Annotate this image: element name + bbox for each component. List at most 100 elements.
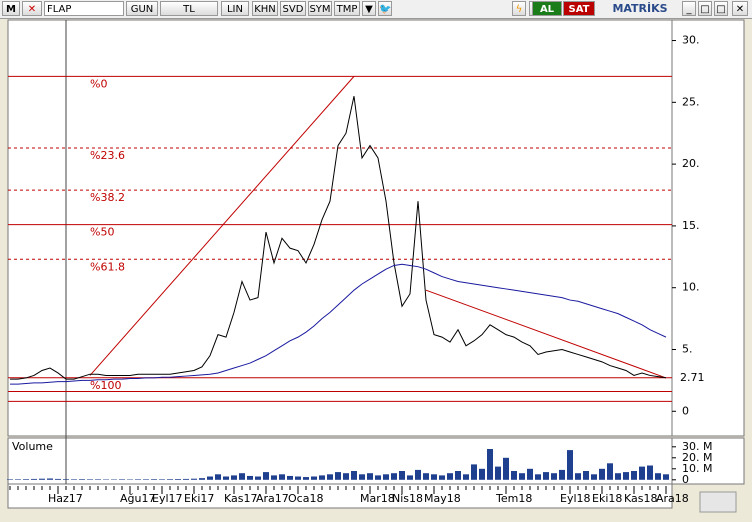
volume-bar xyxy=(311,476,317,480)
volume-bar xyxy=(15,479,21,480)
toolbar-button[interactable]: LIN xyxy=(221,1,249,16)
y-tick-label: 5. xyxy=(682,342,693,355)
volume-y-tick-label: 30. M xyxy=(682,440,712,453)
volume-bar xyxy=(351,471,357,480)
volume-bar xyxy=(615,473,621,480)
volume-bar xyxy=(599,468,605,480)
toolbar-button[interactable]: KHN xyxy=(252,1,278,16)
volume-bar xyxy=(575,473,581,480)
minimize-button[interactable]: _ xyxy=(682,1,696,16)
volume-bar xyxy=(23,479,29,480)
volume-bar xyxy=(31,478,37,480)
volume-bar xyxy=(367,473,373,480)
volume-bar xyxy=(119,479,125,480)
sell-button[interactable]: SAT xyxy=(563,1,595,16)
volume-bar xyxy=(143,479,149,480)
volume-bar xyxy=(239,473,245,480)
volume-bar xyxy=(383,474,389,480)
volume-bar xyxy=(175,479,181,480)
toolbar-button[interactable]: GUN xyxy=(126,1,158,16)
volume-bar xyxy=(247,475,253,480)
volume-bar xyxy=(463,474,469,480)
twitter-button[interactable]: 🐦 xyxy=(378,1,392,16)
volume-bar xyxy=(327,474,333,480)
fibonacci-label: %61.8 xyxy=(90,260,125,273)
volume-bar xyxy=(415,469,421,480)
volume-bar xyxy=(87,479,93,480)
volume-bar xyxy=(487,449,493,480)
volume-bar xyxy=(191,478,197,480)
price-panel xyxy=(7,19,673,437)
maximize-button[interactable]: □ xyxy=(714,1,728,16)
volume-bar xyxy=(55,478,61,480)
menu-button[interactable]: M xyxy=(2,1,20,16)
volume-bar xyxy=(423,473,429,480)
volume-bar xyxy=(399,471,405,480)
volume-bar xyxy=(39,478,45,480)
volume-bar xyxy=(375,475,381,480)
volume-bar xyxy=(447,473,453,480)
volume-bar xyxy=(527,468,533,480)
volume-bar xyxy=(167,479,173,480)
volume-bar xyxy=(631,471,637,480)
volume-bar xyxy=(63,479,69,480)
volume-bar xyxy=(151,479,157,480)
x-tick-label: Ara18 xyxy=(656,492,689,505)
volume-bar xyxy=(479,468,485,480)
x-tick-label: Eyl18 xyxy=(560,492,591,505)
x-tick-label: May18 xyxy=(424,492,461,505)
volume-bar xyxy=(567,450,573,480)
volume-bar xyxy=(263,472,269,480)
volume-bar xyxy=(503,457,509,480)
x-tick-label: Tem18 xyxy=(495,492,532,505)
volume-bar xyxy=(519,473,525,480)
volume-bar xyxy=(655,473,661,480)
volume-bar xyxy=(623,472,629,480)
volume-bar xyxy=(535,474,541,480)
price-axis-panel xyxy=(671,19,745,437)
volume-bar xyxy=(343,473,349,480)
x-tick-label: Eki18 xyxy=(592,492,622,505)
toolbar-button[interactable]: TMP xyxy=(334,1,360,16)
volume-bar xyxy=(287,475,293,480)
close-button[interactable]: ✕ xyxy=(22,1,42,16)
volume-bar xyxy=(319,475,325,480)
buy-button[interactable]: AL xyxy=(532,1,562,16)
volume-axis-panel xyxy=(671,437,745,485)
fibonacci-label: %50 xyxy=(90,226,114,239)
volume-bar xyxy=(431,474,437,480)
x-tick-label: Ara17 xyxy=(256,492,289,505)
x-tick-label: Ağu17 xyxy=(120,492,155,505)
volume-bar xyxy=(639,466,645,480)
volume-bar xyxy=(279,474,285,480)
x-tick-label: Haz17 xyxy=(48,492,83,505)
dropdown-button[interactable]: ▼ xyxy=(362,1,376,16)
close-window-button[interactable]: ✕ xyxy=(732,1,748,16)
x-tick-label: Kas17 xyxy=(224,492,258,505)
y-tick-label: 30. xyxy=(682,34,700,47)
fibonacci-label: %38.2 xyxy=(90,191,125,204)
volume-bar xyxy=(359,474,365,480)
symbol-field[interactable]: FLAP xyxy=(44,1,124,16)
fibonacci-label: %100 xyxy=(90,379,121,392)
price-line xyxy=(10,263,667,385)
restore-button[interactable]: □ xyxy=(698,1,712,16)
volume-y-tick-label: 10. M xyxy=(682,462,712,475)
y-tick-label: 25. xyxy=(682,95,700,108)
volume-bar xyxy=(207,476,213,480)
trend-line xyxy=(425,289,667,379)
volume-bar xyxy=(303,477,309,480)
toolbar-button[interactable]: TL xyxy=(160,1,218,16)
toolbar-button[interactable]: SVD xyxy=(280,1,306,16)
volume-bar xyxy=(231,475,237,480)
volume-bar xyxy=(543,472,549,480)
x-tick-label: Mar18 xyxy=(360,492,395,505)
volume-bar xyxy=(215,474,221,480)
toolbar-button[interactable]: SYM xyxy=(308,1,332,16)
volume-bar xyxy=(495,466,501,480)
sync-button[interactable] xyxy=(699,491,737,513)
volume-bar xyxy=(47,478,53,480)
volume-bar xyxy=(271,475,277,480)
live-button[interactable]: ϟ xyxy=(512,1,526,16)
